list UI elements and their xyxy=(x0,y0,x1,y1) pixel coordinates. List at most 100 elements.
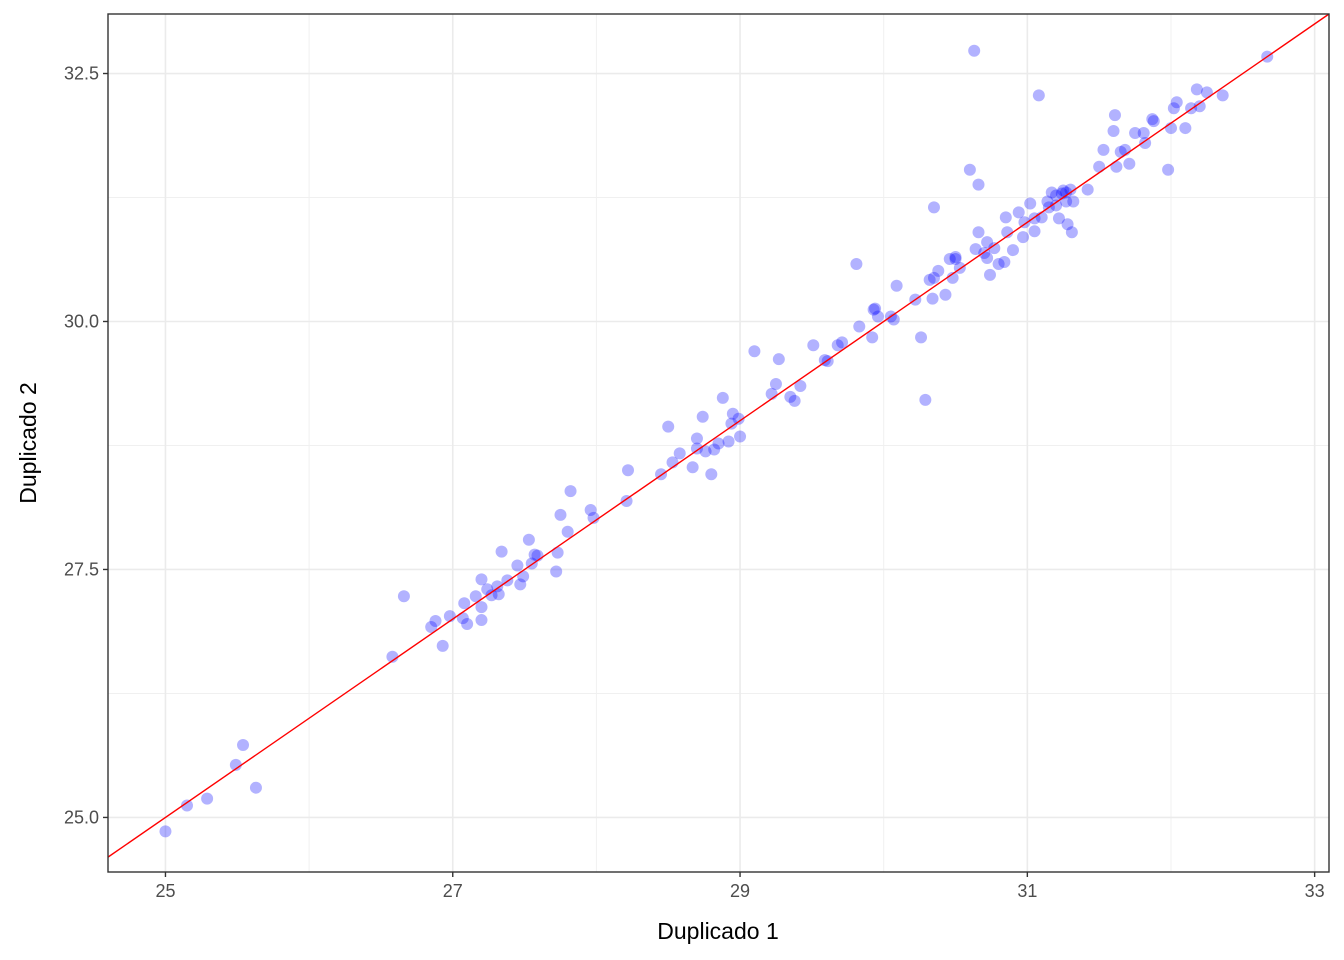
data-point xyxy=(1107,125,1120,138)
x-tick-label: 25 xyxy=(155,881,175,901)
data-point xyxy=(1137,127,1150,140)
minor-grid xyxy=(108,14,1329,872)
data-point xyxy=(511,559,524,572)
data-point xyxy=(551,546,564,559)
data-point xyxy=(1190,83,1203,96)
data-point xyxy=(429,615,442,628)
data-point xyxy=(1061,218,1074,231)
data-point xyxy=(1024,197,1037,210)
data-point xyxy=(620,495,633,508)
y-tick-label: 32.5 xyxy=(64,64,99,84)
data-point xyxy=(458,597,471,610)
data-point xyxy=(939,288,952,301)
data-point xyxy=(690,432,703,445)
data-point xyxy=(1139,136,1152,149)
data-point xyxy=(998,255,1011,268)
data-point xyxy=(425,620,438,633)
data-point xyxy=(485,589,498,602)
data-point xyxy=(1012,206,1025,219)
data-point xyxy=(584,503,597,516)
data-point xyxy=(949,251,962,264)
data-point xyxy=(456,612,469,625)
data-point xyxy=(923,273,936,286)
data-point xyxy=(927,201,940,214)
data-point xyxy=(1018,216,1031,229)
data-point xyxy=(1097,143,1110,156)
data-point xyxy=(1167,102,1180,115)
data-point xyxy=(491,580,504,593)
data-point xyxy=(1146,113,1159,126)
data-point xyxy=(690,442,703,455)
data-point xyxy=(1114,145,1127,158)
data-point xyxy=(469,590,482,603)
data-point xyxy=(1064,183,1077,196)
data-point xyxy=(919,393,932,406)
data-points xyxy=(159,44,1274,838)
data-point xyxy=(475,614,488,627)
x-tick-label: 29 xyxy=(730,881,750,901)
data-point xyxy=(475,573,488,586)
data-point xyxy=(1110,160,1123,173)
data-point xyxy=(725,417,738,430)
data-point xyxy=(943,253,956,266)
data-point xyxy=(561,525,574,538)
data-point xyxy=(988,242,1001,255)
data-point xyxy=(708,443,721,456)
data-point xyxy=(999,211,1012,224)
data-point xyxy=(159,825,172,838)
data-point xyxy=(794,379,807,392)
data-point xyxy=(397,590,410,603)
data-point xyxy=(712,437,725,450)
data-point xyxy=(386,650,399,663)
data-point xyxy=(249,781,262,794)
data-point xyxy=(564,485,577,498)
data-point xyxy=(927,271,940,284)
panel-border xyxy=(107,13,1330,873)
data-point xyxy=(1081,183,1094,196)
data-point xyxy=(699,445,712,458)
x-tick-label: 33 xyxy=(1305,881,1325,901)
data-point xyxy=(968,44,981,57)
data-point xyxy=(461,618,474,631)
y-axis-title: Duplicado 2 xyxy=(15,382,41,503)
data-point xyxy=(436,639,449,652)
data-point xyxy=(1052,212,1065,225)
data-point xyxy=(981,236,994,249)
x-tick-label: 27 xyxy=(443,881,463,901)
data-point xyxy=(748,345,761,358)
data-point xyxy=(514,578,527,591)
data-point xyxy=(1093,160,1106,173)
data-point xyxy=(732,412,745,425)
y-tick-label: 27.5 xyxy=(64,559,99,579)
data-point xyxy=(722,435,735,448)
data-point xyxy=(662,420,675,433)
data-point xyxy=(705,468,718,481)
data-point xyxy=(866,331,879,344)
data-point xyxy=(475,601,488,614)
data-point xyxy=(867,303,880,316)
data-point xyxy=(1108,109,1121,122)
data-point xyxy=(772,353,785,366)
data-point xyxy=(517,570,530,583)
y-tick-label: 25.0 xyxy=(64,807,99,827)
y-axis: 25.0 27.5 30.0 32.5 xyxy=(64,64,108,827)
data-point xyxy=(587,511,600,524)
major-grid xyxy=(108,14,1329,872)
data-point xyxy=(1017,231,1030,244)
data-point xyxy=(686,461,699,474)
data-point xyxy=(807,339,820,352)
data-point xyxy=(237,739,250,752)
data-point xyxy=(818,354,831,367)
data-point xyxy=(726,407,739,420)
data-point xyxy=(1179,122,1192,135)
data-point xyxy=(1170,96,1183,109)
y-tick-label: 30.0 xyxy=(64,311,99,331)
data-point xyxy=(871,310,884,323)
data-point xyxy=(522,533,535,546)
data-point xyxy=(1129,127,1142,140)
data-point xyxy=(1147,115,1160,128)
data-point xyxy=(932,264,945,277)
data-point xyxy=(1050,199,1063,212)
data-point xyxy=(831,339,844,352)
